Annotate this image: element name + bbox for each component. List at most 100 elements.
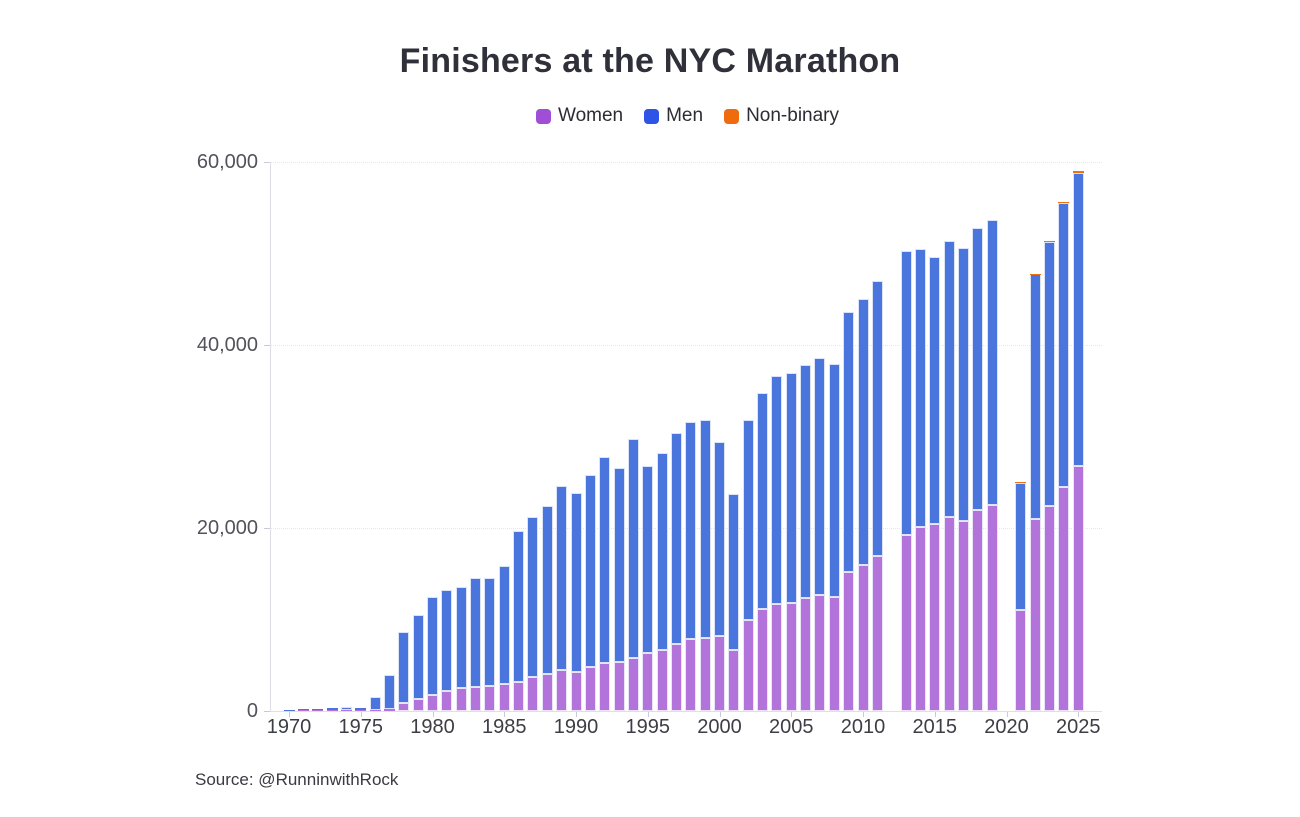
x-tick-mark: [432, 712, 434, 717]
bar-2001-men-segment: [728, 494, 740, 650]
bar-2000-men-segment: [714, 442, 725, 636]
legend-label: Women: [557, 105, 624, 126]
bar-2002-women-segment: [742, 619, 754, 711]
bar-1994-women-segment: [627, 657, 639, 711]
chart-title: Finishers at the NYC Marathon: [399, 42, 901, 80]
bar-2007-men-segment: [814, 357, 826, 595]
x-tick-label-1990: 1990: [553, 716, 599, 738]
bar-2011-men-segment: [871, 280, 883, 556]
bar-2018-women-segment: [972, 509, 984, 711]
bar-1985: [498, 162, 510, 711]
bar-2015-men-segment: [929, 257, 941, 525]
bar-1971-men-segment: [297, 708, 309, 711]
gridline-40000: [270, 345, 1102, 346]
bar-1994-men-segment: [627, 438, 639, 658]
bar-2013: [900, 162, 912, 711]
y-axis-line: [270, 162, 271, 711]
x-axis-baseline: [270, 711, 1102, 712]
bar-1980: [427, 162, 438, 711]
y-tick-mark: [264, 528, 270, 529]
bar-1977-women-segment: [383, 709, 395, 711]
bar-1992-women-segment: [599, 663, 611, 711]
chart-legend: Women Men Non-binary: [270, 105, 1105, 127]
legend-swatch-icon: [535, 108, 551, 124]
x-tick-mark: [576, 712, 577, 717]
bar-1974: [340, 162, 352, 711]
bar-1979: [412, 162, 424, 711]
bar-1987-women-segment: [527, 676, 539, 711]
bar-1986: [513, 162, 525, 711]
bar-1999-men-segment: [699, 420, 711, 638]
bar-2005-women-segment: [785, 602, 797, 711]
x-tick-label-2025: 2025: [1056, 716, 1101, 738]
bar-2013-men-segment: [900, 251, 912, 536]
bar-1979-women-segment: [412, 698, 424, 711]
bar-1978-men-segment: [398, 632, 410, 703]
bar-1979-men-segment: [412, 615, 424, 699]
bar-2005: [785, 162, 797, 711]
bar-1974-men-segment: [340, 706, 352, 711]
bar-2010: [857, 162, 869, 711]
bar-1996-women-segment: [656, 649, 668, 711]
x-tick-label-2020: 2020: [984, 716, 1029, 738]
bar-1981: [441, 162, 453, 711]
bar-1983-men-segment: [470, 577, 482, 687]
bar-2017-women-segment: [957, 520, 969, 711]
bar-1991-men-segment: [584, 474, 596, 667]
bar-1994: [627, 162, 639, 711]
bar-1976: [369, 162, 381, 711]
bar-1985-men-segment: [498, 565, 510, 685]
legend-item-non-binary: Non-binary: [724, 105, 839, 127]
bar-1986-women-segment: [513, 681, 525, 711]
x-tick-label-2005: 2005: [769, 716, 814, 738]
x-tick-mark: [360, 712, 362, 717]
bar-1983: [470, 162, 482, 711]
bar-1996: [656, 162, 668, 711]
bar-2017: [957, 162, 969, 711]
bar-1981-men-segment: [441, 590, 453, 691]
bar-2011-women-segment: [871, 555, 883, 711]
bar-2024-non_binary-segment: [1058, 201, 1070, 204]
bar-1982-men-segment: [455, 586, 467, 688]
bar-1976-women-segment: [369, 710, 381, 711]
y-tick-label-20000: 20,000: [196, 517, 258, 539]
bar-2001: [728, 162, 740, 711]
bar-1997-men-segment: [670, 432, 682, 645]
bar-2019-men-segment: [986, 220, 998, 505]
bar-1991: [584, 162, 596, 711]
bar-1989: [556, 162, 568, 711]
bar-2022: [1029, 162, 1041, 711]
x-tick-mark: [1006, 712, 1008, 717]
bar-2014: [914, 162, 926, 711]
bar-1973-men-segment: [326, 707, 338, 711]
bar-2025-men-segment: [1072, 172, 1084, 466]
x-tick-mark: [791, 712, 793, 717]
bar-1977-men-segment: [383, 675, 395, 710]
bar-1971-women-segment: [297, 710, 309, 711]
bar-1980-women-segment: [427, 694, 438, 711]
bar-2023-women-segment: [1044, 506, 1056, 711]
bar-1999-women-segment: [699, 637, 711, 711]
bar-2008-women-segment: [828, 596, 840, 711]
bar-1975-men-segment: [355, 707, 367, 711]
bar-1998-men-segment: [685, 422, 697, 640]
gridline-60000: [270, 162, 1102, 163]
bar-2022-non_binary-segment: [1029, 273, 1041, 275]
bar-1992: [599, 162, 611, 711]
plot-area: [270, 162, 1105, 711]
bar-2022-men-segment: [1029, 274, 1041, 520]
bar-1989-men-segment: [556, 486, 568, 671]
bar-1995-men-segment: [642, 466, 654, 654]
bar-2016-women-segment: [943, 516, 955, 711]
x-tick-mark: [504, 712, 506, 717]
bar-1980-men-segment: [427, 596, 438, 695]
legend-swatch-icon: [644, 108, 660, 124]
bar-2009-men-segment: [843, 311, 855, 572]
bar-2007-women-segment: [814, 594, 826, 711]
bar-2021-women-segment: [1015, 610, 1027, 711]
bar-1983-women-segment: [470, 686, 482, 711]
bar-1978: [398, 162, 410, 711]
bar-1998-women-segment: [685, 639, 697, 711]
bar-1984-women-segment: [484, 685, 496, 711]
bar-2013-women-segment: [900, 535, 912, 711]
